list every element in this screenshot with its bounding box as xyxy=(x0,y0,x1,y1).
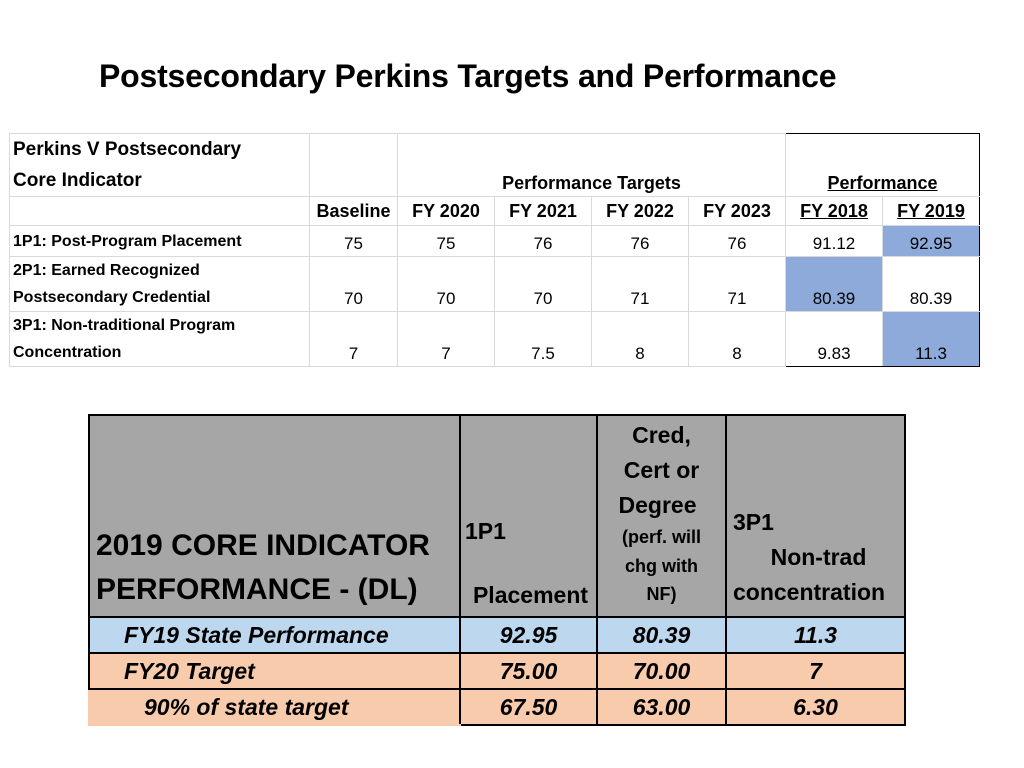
table-cell: 7 xyxy=(309,311,398,367)
indicator-header: Perkins V Postsecondary Core Indicator xyxy=(9,133,310,197)
table-cell: 76 xyxy=(591,225,689,257)
col-header-fy2022: FY 2022 xyxy=(591,196,689,226)
row-label: 3P1: Non-traditional Program Concentratio… xyxy=(9,311,310,367)
col-header-baseline: Baseline xyxy=(309,196,398,226)
table-row: 1P1: Post-Program Placement 75 75 76 76 … xyxy=(9,225,980,257)
table-cell: 70 xyxy=(397,256,495,312)
table-cell: 91.12 xyxy=(785,225,883,257)
empty-cell xyxy=(9,196,310,226)
table-row: FY20 Target 75.00 70.00 7 xyxy=(88,652,906,690)
row-label: FY20 Target xyxy=(88,652,461,690)
table-cell: 7 xyxy=(725,652,906,690)
page-title: Postsecondary Perkins Targets and Perfor… xyxy=(99,58,837,94)
table-cell: 6.30 xyxy=(725,688,906,726)
table-cell: 11.3 xyxy=(725,616,906,654)
table-cell: 80.39 xyxy=(882,256,980,312)
table-cell: 71 xyxy=(688,256,786,312)
row-label: 2P1: Earned Recognized Postsecondary Cred… xyxy=(9,256,310,312)
table-cell: 67.50 xyxy=(459,688,598,726)
table-cell: 92.95 xyxy=(459,616,598,654)
table-row: 2P1: Earned Recognized Postsecondary Cred… xyxy=(9,256,980,312)
core-indicator-performance-table: 2019 CORE INDICATOR PERFORMANCE - (DL) 1P… xyxy=(88,414,906,726)
col-header-fy2018: FY 2018 xyxy=(785,196,883,226)
table-cell-highlight: 92.95 xyxy=(882,225,980,257)
table-row: FY19 State Performance 92.95 80.39 11.3 xyxy=(88,616,906,654)
col-header-fy2020: FY 2020 xyxy=(397,196,495,226)
col-header-cred-cert-degree: Cred, Cert or Degree (perf. will chg wit… xyxy=(596,414,727,618)
performance-group-header: Performance xyxy=(785,133,980,197)
table-cell: 75 xyxy=(397,225,495,257)
table-cell: 75.00 xyxy=(459,652,598,690)
col-header-fy2023: FY 2023 xyxy=(688,196,786,226)
table-cell: 76 xyxy=(688,225,786,257)
row-label: FY19 State Performance xyxy=(88,616,461,654)
table-cell: 7.5 xyxy=(494,311,592,367)
table-cell: 9.83 xyxy=(785,311,883,367)
table-cell: 70.00 xyxy=(596,652,727,690)
table-cell: 75 xyxy=(309,225,398,257)
table-cell: 80.39 xyxy=(596,616,727,654)
col-header-fy2019: FY 2019 xyxy=(882,196,980,226)
performance-targets-group-header: Performance Targets xyxy=(397,133,786,197)
table-row: 90% of state target 67.50 63.00 6.30 xyxy=(88,688,906,726)
table-cell-highlight: 80.39 xyxy=(785,256,883,312)
table-cell: 8 xyxy=(688,311,786,367)
table-cell: 70 xyxy=(494,256,592,312)
table-cell: 7 xyxy=(397,311,495,367)
core-indicator-title-cell: 2019 CORE INDICATOR PERFORMANCE - (DL) xyxy=(88,414,461,618)
row-label: 1P1: Post-Program Placement xyxy=(9,225,310,257)
table-cell-highlight: 11.3 xyxy=(882,311,980,367)
table-cell: 70 xyxy=(309,256,398,312)
row-label: 90% of state target xyxy=(88,688,461,726)
col-header-1p1: 1P1 Placement xyxy=(459,414,598,618)
table-cell: 8 xyxy=(591,311,689,367)
table-cell: 71 xyxy=(591,256,689,312)
col-header-3p1: 3P1 Non-trad concentration xyxy=(725,414,906,618)
perkins-targets-table: Perkins V Postsecondary Core Indicator P… xyxy=(9,133,980,367)
table-cell: 63.00 xyxy=(596,688,727,726)
col-header-fy2021: FY 2021 xyxy=(494,196,592,226)
table-cell: 76 xyxy=(494,225,592,257)
table-row: 3P1: Non-traditional Program Concentratio… xyxy=(9,311,980,367)
empty-cell xyxy=(309,133,398,197)
